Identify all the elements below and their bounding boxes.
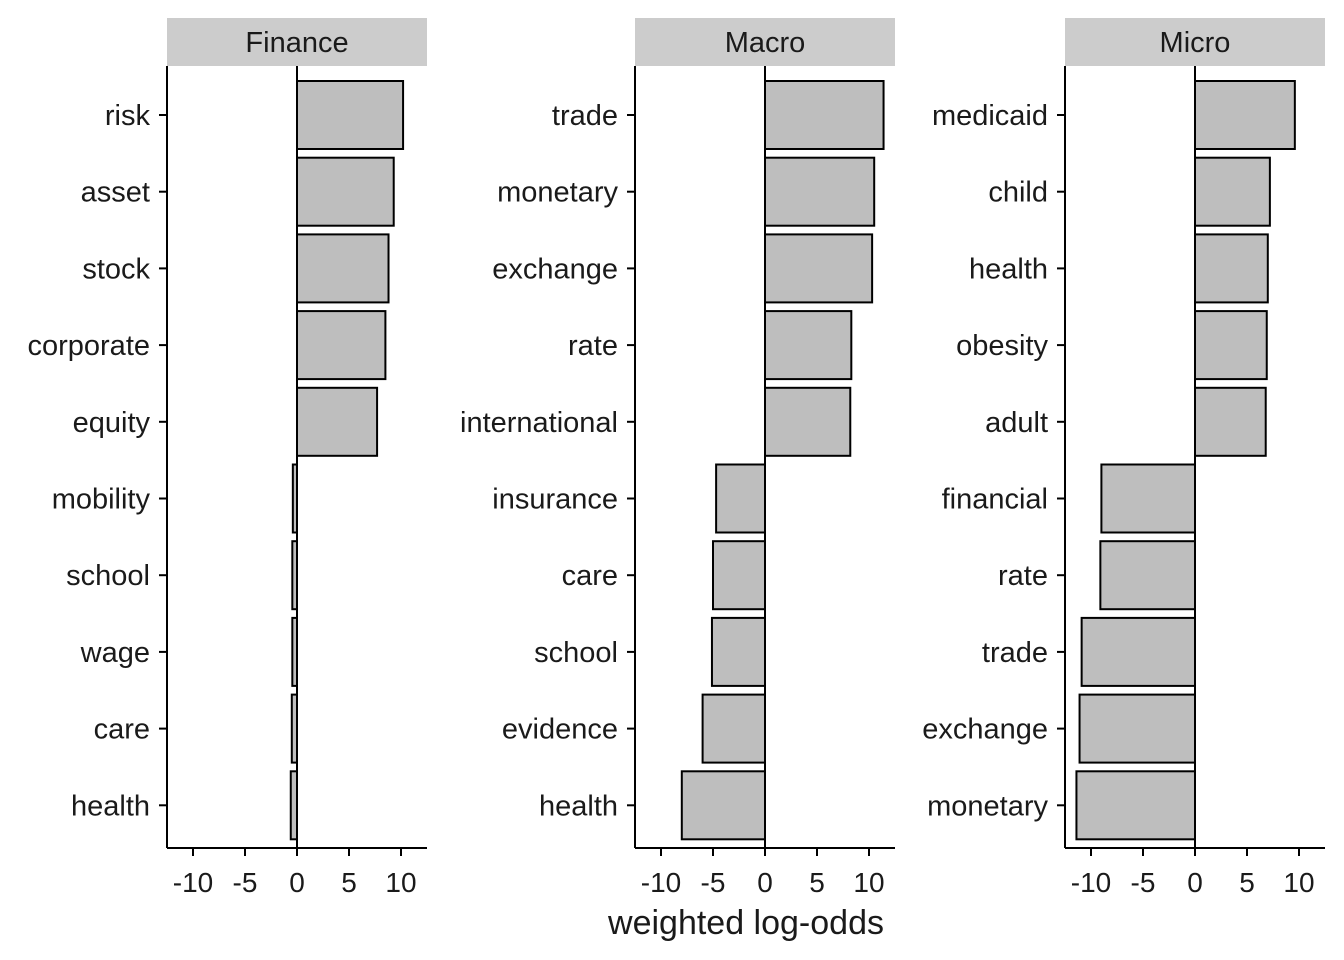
facet-strip-label: Finance xyxy=(245,27,348,59)
category-label: trade xyxy=(552,100,618,132)
category-label: wage xyxy=(80,637,150,669)
x-tick-label: 5 xyxy=(809,867,825,898)
category-label: obesity xyxy=(956,330,1048,362)
facet-strip xyxy=(635,18,895,66)
facet-panel-finance: Finance risk asset stock corporate equity mobi… xyxy=(27,18,427,898)
bar-rate xyxy=(1099,540,1196,611)
category-label: care xyxy=(562,560,618,592)
bar-corporate xyxy=(296,310,387,381)
category-label: evidence xyxy=(502,714,618,746)
x-tick-label: 10 xyxy=(1283,867,1314,898)
bar-child xyxy=(1194,156,1271,227)
category-label: risk xyxy=(105,100,151,132)
facet-panel-micro: Micro medicaid child health obesity adult fina… xyxy=(922,18,1325,898)
category-label: monetary xyxy=(497,177,618,209)
bar-insurance xyxy=(715,463,766,534)
x-tick-label: 10 xyxy=(385,867,416,898)
x-tick-label: 5 xyxy=(1239,867,1255,898)
category-label: rate xyxy=(568,330,618,362)
category-label: stock xyxy=(82,253,150,285)
bar-exchange xyxy=(1078,693,1197,764)
category-label: insurance xyxy=(492,484,618,516)
x-tick-label: -10 xyxy=(173,867,213,898)
category-label: trade xyxy=(982,637,1048,669)
bar-rate xyxy=(764,310,853,381)
bar-equity xyxy=(296,386,379,457)
bar-asset xyxy=(296,156,395,227)
category-label: health xyxy=(71,790,150,822)
category-label: mobility xyxy=(52,484,151,516)
category-label: asset xyxy=(81,177,150,209)
bar-international xyxy=(764,386,852,457)
x-tick-label: 5 xyxy=(341,867,357,898)
bar-stock xyxy=(296,233,390,304)
category-label: monetary xyxy=(927,790,1048,822)
bar-trade xyxy=(1080,616,1197,687)
bar-financial xyxy=(1100,463,1197,534)
facet-strip xyxy=(167,18,427,66)
x-tick-label: -10 xyxy=(641,867,681,898)
category-label: equity xyxy=(73,407,151,439)
facet-strip xyxy=(1065,18,1325,66)
bar-exchange xyxy=(764,233,874,304)
category-label: health xyxy=(539,790,618,822)
x-tick-label: -5 xyxy=(701,867,726,898)
category-label: exchange xyxy=(492,253,618,285)
bar-trade xyxy=(764,80,885,150)
bar-adult xyxy=(1194,386,1267,457)
bar-medicaid xyxy=(1194,80,1296,150)
x-tick-label: -5 xyxy=(233,867,258,898)
category-label: school xyxy=(66,560,150,592)
bar-monetary xyxy=(764,156,876,227)
category-label: health xyxy=(969,253,1048,285)
category-label: rate xyxy=(998,560,1048,592)
category-label: international xyxy=(460,407,618,439)
x-axis-title: weighted log-odds xyxy=(607,904,884,942)
facet-strip-label: Micro xyxy=(1160,27,1231,59)
category-label: corporate xyxy=(27,330,150,362)
category-label: exchange xyxy=(922,714,1048,746)
bar-care xyxy=(712,540,766,611)
x-tick-label: 10 xyxy=(853,867,884,898)
bar-school xyxy=(710,616,767,687)
category-label: care xyxy=(94,714,150,746)
category-label: medicaid xyxy=(932,100,1048,132)
category-label: school xyxy=(534,637,618,669)
bar-health xyxy=(680,770,766,841)
x-tick-label: -5 xyxy=(1131,867,1156,898)
bar-evidence xyxy=(701,693,766,764)
x-tick-label: 0 xyxy=(289,867,305,898)
x-tick-label: 0 xyxy=(757,867,773,898)
x-tick-label: 0 xyxy=(1187,867,1203,898)
bar-health xyxy=(1194,233,1269,304)
category-label: adult xyxy=(985,407,1048,439)
category-label: financial xyxy=(942,484,1048,516)
facet-panel-macro: Macro trade monetary exchange rate internatio… xyxy=(460,18,895,898)
x-tick-label: -10 xyxy=(1071,867,1111,898)
facet-strip-label: Macro xyxy=(725,27,806,59)
bar-obesity xyxy=(1194,310,1268,381)
bar-monetary xyxy=(1075,770,1196,841)
category-label: child xyxy=(988,177,1048,209)
bar-risk xyxy=(296,80,405,150)
